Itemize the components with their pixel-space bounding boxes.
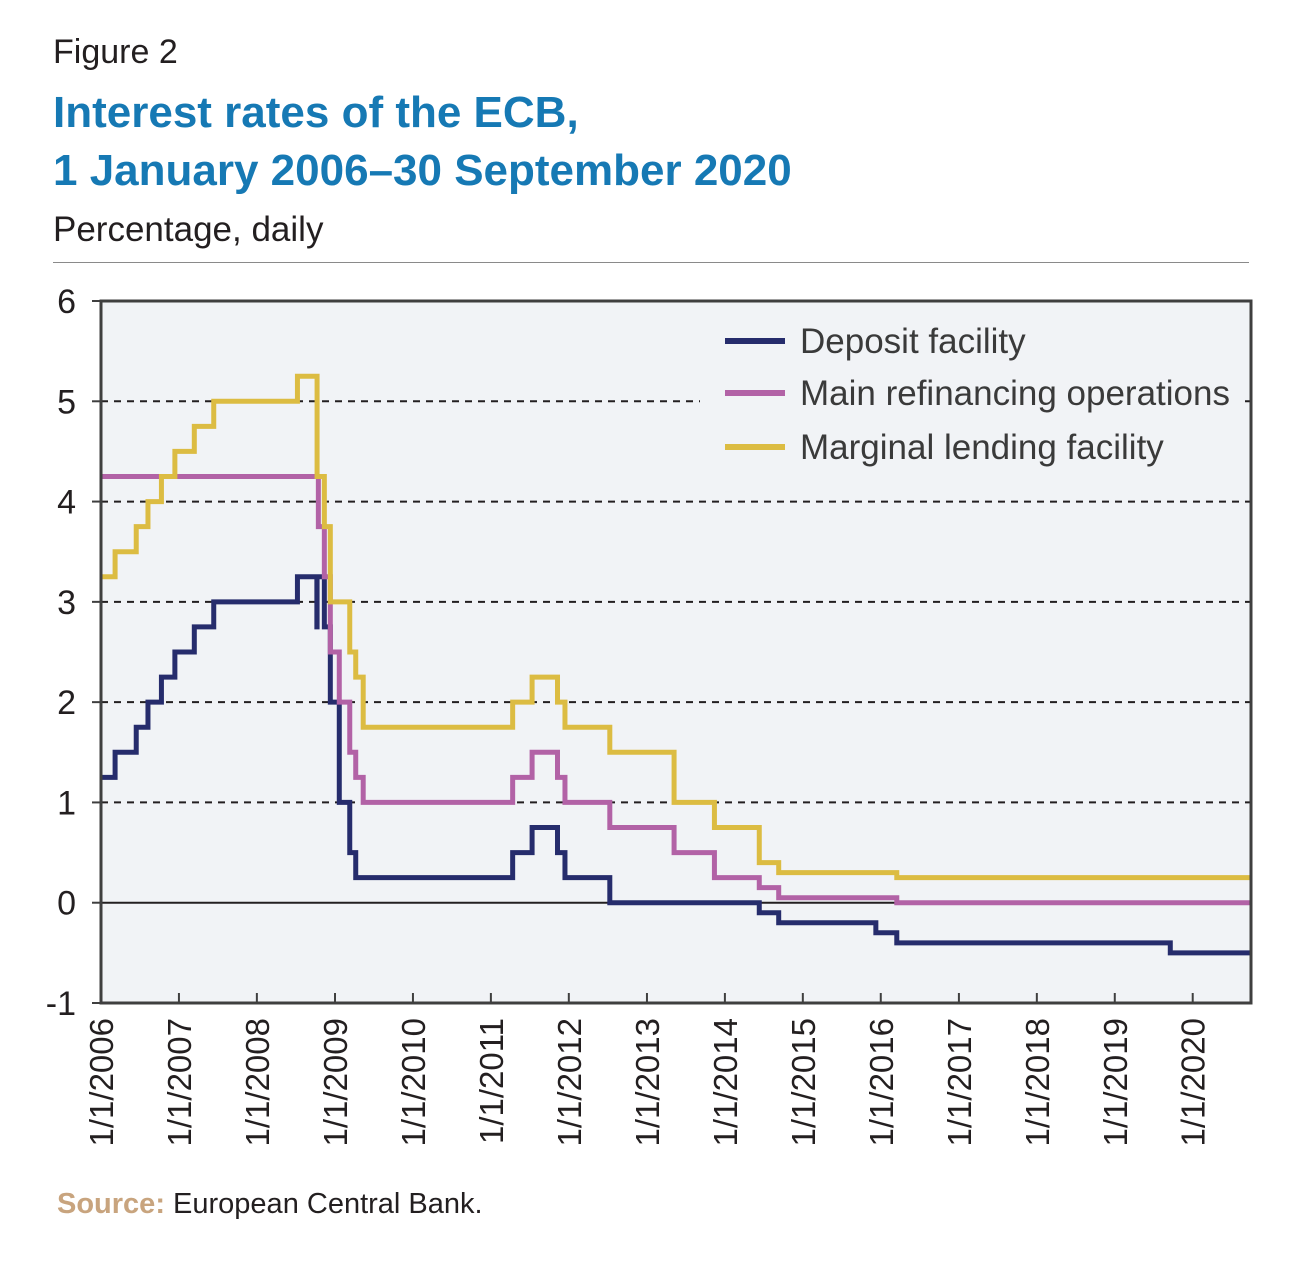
- x-tick-label: 1/1/2010: [395, 1018, 432, 1146]
- y-tick-label: 0: [57, 885, 76, 923]
- line-chart: -1 0 1 2 3 4 5 6 1/1/2006 1/1/2007 1/1/2008 1/1/200…: [46, 283, 1253, 1146]
- source-text: European Central Bank.: [173, 1188, 483, 1220]
- y-tick-label: 4: [57, 484, 76, 522]
- y-tick-label: 5: [57, 383, 76, 421]
- x-tick-label: 1/1/2014: [707, 1018, 744, 1146]
- y-tick-label: 3: [57, 584, 76, 622]
- figure-label: Figure 2: [53, 33, 178, 71]
- source-note: Source: European Central Bank.: [57, 1184, 483, 1224]
- legend-label: Marginal lending facility: [800, 428, 1164, 467]
- x-tick-label: 1/1/2016: [863, 1018, 900, 1146]
- y-tick-label: 6: [57, 283, 76, 321]
- x-tick-label: 1/1/2009: [317, 1018, 354, 1146]
- legend-label: Main refinancing operations: [800, 374, 1230, 413]
- series-line-marginal: [101, 373, 1251, 881]
- source-label: Source:: [57, 1188, 165, 1220]
- x-tick-label: 1/1/2015: [785, 1018, 822, 1146]
- series-line-mro: [101, 474, 1251, 906]
- chart-title-line-1: Interest rates of the ECB,: [53, 88, 579, 137]
- x-tick-label: 1/1/2007: [161, 1018, 198, 1146]
- x-tick-label: 1/1/2017: [941, 1018, 978, 1146]
- chart-subtitle: Percentage, daily: [53, 210, 324, 249]
- legend-background: [700, 318, 1245, 478]
- chart-title-line-2: 1 January 2006–30 September 2020: [53, 146, 792, 195]
- series-line-deposit: [101, 574, 1251, 956]
- x-tick-label: 1/1/2012: [551, 1018, 588, 1146]
- legend-label: Deposit facility: [800, 322, 1026, 361]
- chart-title: Interest rates of the ECB, 1 January 200…: [53, 84, 1253, 200]
- plot-frame: [99, 299, 1253, 1005]
- y-tick-label: 1: [57, 784, 76, 822]
- x-tick-label: 1/1/2008: [239, 1018, 276, 1146]
- y-tick-label: -1: [46, 985, 76, 1023]
- x-tick-label: 1/1/2018: [1019, 1018, 1056, 1146]
- x-tick-label: 1/1/2013: [629, 1018, 666, 1146]
- x-tick-label: 1/1/2019: [1097, 1018, 1134, 1146]
- header-divider: [53, 262, 1249, 263]
- y-tick-label: 2: [57, 684, 76, 722]
- x-tick-label: 1/1/2011: [473, 1018, 510, 1144]
- x-tick-label: 1/1/2006: [83, 1018, 120, 1146]
- x-tick-label: 1/1/2020: [1175, 1018, 1212, 1146]
